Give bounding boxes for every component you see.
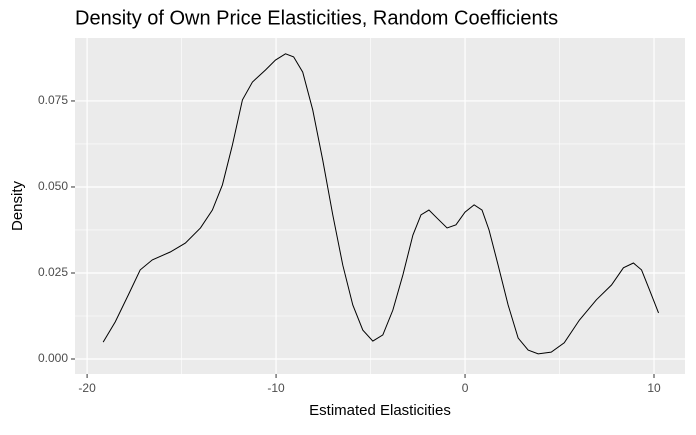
density-line <box>102 53 660 355</box>
y-tick-label: 0.000 <box>38 351 68 365</box>
y-tick-label: 0.025 <box>38 265 68 279</box>
y-axis-label: Density <box>9 180 26 231</box>
x-tick-label: -20 <box>78 381 96 395</box>
y-tick-label: 0.075 <box>38 93 68 107</box>
x-tick-label: 0 <box>462 381 469 395</box>
x-axis-label: Estimated Elasticities <box>309 402 451 419</box>
x-tick-label: -10 <box>267 381 285 395</box>
panel <box>75 38 685 374</box>
y-tick-label: 0.050 <box>38 179 68 193</box>
x-tick-label: 10 <box>647 381 661 395</box>
chart-title: Density of Own Price Elasticities, Rando… <box>75 7 558 29</box>
